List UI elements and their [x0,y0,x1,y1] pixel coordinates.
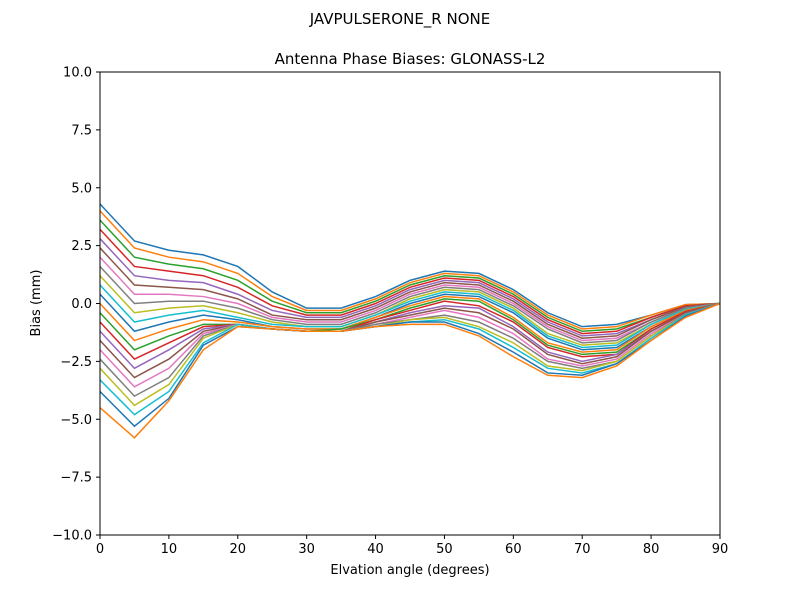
series-line-9 [99,275,721,346]
series-line-19 [99,302,721,407]
x-tick-label: 50 [436,542,453,557]
series-line-1 [99,203,721,328]
x-tick-label: 0 [96,542,104,557]
series-line-4 [99,228,721,335]
y-tick-label: −5.0 [60,413,92,428]
y-axis-ticks: −10.0 −7.5 −5.0 −2.5 0.0 2.5 5.0 7.5 10.0 [52,66,100,544]
series-line-17 [99,302,721,388]
series-line-22 [99,302,721,439]
x-tick-label: 90 [712,542,729,557]
x-tick-label: 10 [161,542,178,557]
y-tick-label: 10.0 [63,66,92,81]
series-line-16 [99,302,721,379]
x-tick-label: 80 [643,542,660,557]
series-line-15 [99,302,721,370]
series-layer [99,203,721,439]
y-tick-label: 0.0 [71,297,92,312]
x-axis-ticks: 0 10 20 30 40 50 60 70 80 90 [96,535,728,557]
series-line-2 [99,210,721,330]
series-line-13 [99,298,721,356]
x-tick-label: 70 [574,542,591,557]
x-tick-label: 20 [230,542,247,557]
y-tick-label: −10.0 [52,529,92,544]
y-tick-label: 7.5 [71,123,92,138]
series-line-12 [99,295,721,353]
series-line-11 [99,293,721,351]
y-tick-label: −2.5 [60,355,92,370]
x-tick-label: 30 [298,542,315,557]
series-line-7 [99,256,721,342]
x-tick-label: 40 [367,542,384,557]
y-tick-label: 5.0 [71,181,92,196]
series-line-6 [99,247,721,339]
y-tick-label: −7.5 [60,471,92,486]
chart-title: Antenna Phase Biases: GLONASS-L2 [275,50,546,68]
series-line-10 [99,284,721,349]
series-line-5 [99,238,721,337]
series-line-8 [99,265,721,344]
x-axis-label: Elvation angle (degrees) [330,563,489,578]
y-axis-label: Bias (mm) [29,270,44,337]
figure-suptitle: JAVPULSERONE_R NONE [309,10,490,29]
series-line-21 [99,302,721,428]
series-line-3 [99,219,721,333]
y-tick-label: 2.5 [71,239,92,254]
x-tick-label: 60 [505,542,522,557]
